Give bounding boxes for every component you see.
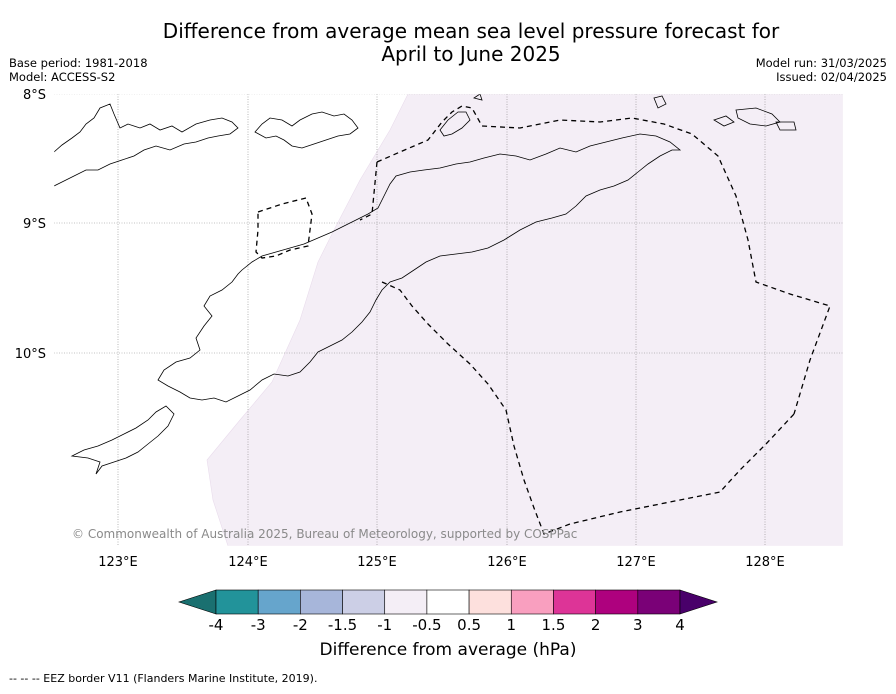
colorbar-swatch (215, 589, 259, 615)
wetar-coast (439, 111, 471, 137)
colorbar-swatch (342, 589, 386, 615)
colorbar-tick-label: -4 (209, 616, 224, 634)
flores-coast (54, 103, 239, 187)
alor-coast (254, 111, 359, 149)
coastlines (54, 94, 797, 475)
model-run: Model run: 31/03/2025 (755, 56, 887, 70)
sumba-coast (70, 405, 175, 475)
colorbar-tick-label: 2 (591, 616, 601, 634)
colorbar-tick-label: -0.5 (412, 616, 441, 634)
chart-title: Difference from average mean sea level p… (130, 20, 812, 66)
lon-label-124e: 124°E (228, 555, 268, 570)
small-island-5 (473, 94, 483, 101)
colorbar-swatch (300, 589, 343, 615)
pressure-anomaly-region (206, 94, 843, 546)
colorbar-tick-label: 4 (675, 616, 685, 634)
lon-label-125e: 125°E (357, 555, 397, 570)
model-name: Model: ACCESS-S2 (9, 70, 116, 84)
lat-label-8s: 8°S (23, 88, 46, 103)
colorbar-tick-label: 3 (633, 616, 643, 634)
colorbar-tick-label: 1.5 (542, 616, 566, 634)
footer-note: -- -- -- EEZ border V11 (Flanders Marine… (9, 672, 318, 685)
issued-date: Issued: 02/04/2025 (776, 70, 887, 84)
graticule (54, 94, 843, 546)
base-period: Base period: 1981-2018 (9, 56, 148, 70)
title-line-2: April to June 2025 (381, 42, 561, 66)
meta-left: Base period: 1981-2018 Model: ACCESS-S2 (9, 56, 148, 84)
copyright-text: © Commonwealth of Australia 2025, Bureau… (72, 527, 577, 541)
colorbar-swatch (257, 589, 301, 615)
eez-borders (255, 105, 831, 535)
colorbar-extend-high (679, 589, 718, 615)
lon-label-126e: 126°E (487, 555, 527, 570)
colorbar-extend-low (178, 589, 217, 615)
lat-label-10s: 10°S (15, 347, 46, 362)
lat-label-9s: 9°S (23, 217, 46, 232)
title-line-1: Difference from average mean sea level p… (162, 19, 780, 43)
colorbar-tick-label: 1 (506, 616, 516, 634)
timor-coast (157, 133, 682, 403)
meta-right: Model run: 31/03/2025 Issued: 02/04/2025 (756, 56, 887, 84)
colorbar-swatch (468, 589, 512, 615)
colorbar-swatch (553, 589, 596, 615)
colorbar-swatch (384, 589, 428, 615)
colorbar-title: Difference from average (hPa) (319, 640, 577, 660)
small-island-1 (653, 95, 667, 109)
eez-south-border (381, 281, 795, 535)
lon-label-128e: 128°E (745, 555, 785, 570)
colorbar-swatch (595, 589, 639, 615)
small-island-4 (775, 121, 797, 131)
colorbar: -4 -3 -2 -1.5 -1 -0.5 0.5 1 1.5 2 3 4 (178, 589, 718, 634)
small-island-3 (735, 107, 781, 127)
small-island-2 (713, 115, 735, 127)
colorbar-tick-label: 0.5 (457, 616, 481, 634)
colorbar-swatch (510, 589, 554, 615)
lon-label-123e: 123°E (98, 555, 138, 570)
lon-label-127e: 127°E (616, 555, 656, 570)
colorbar-swatch (426, 589, 470, 615)
colorbar-swatch (637, 589, 681, 615)
map-area (54, 94, 843, 546)
eez-oecusse-border (255, 197, 313, 259)
colorbar-tick-label: -1.5 (328, 616, 357, 634)
eez-north-border (376, 105, 831, 415)
colorbar-tick-label: -2 (293, 616, 308, 634)
colorbar-tick-label: -3 (251, 616, 266, 634)
colorbar-tick-label: -1 (377, 616, 392, 634)
